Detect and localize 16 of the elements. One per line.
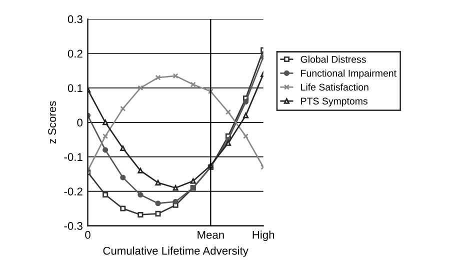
legend-label: Global Distress — [300, 56, 366, 63]
y-tick-label: 0 — [77, 118, 82, 127]
y-tick-label: 0.3 — [68, 15, 82, 24]
y-tick-label: -0.2 — [64, 188, 82, 196]
legend-label: Functional Impairment — [301, 70, 396, 79]
x-tick-label: 0 — [85, 230, 90, 239]
y-tick-label: -0.1 — [64, 153, 82, 161]
x-tick-label: Mean — [198, 231, 224, 239]
y-tick-label: 0.1 — [68, 84, 82, 92]
y-tick-label: 0.2 — [68, 50, 82, 58]
y-tick-label: -0.3 — [64, 222, 82, 230]
y-axis-title: z Scores — [48, 101, 56, 144]
legend-label: Life Satisfaction — [301, 83, 368, 91]
x-axis-title: Cumulative Lifetime Adversity — [103, 246, 248, 257]
legend-label: PTS Symptoms — [301, 98, 368, 106]
x-tick-label: High — [252, 230, 274, 241]
